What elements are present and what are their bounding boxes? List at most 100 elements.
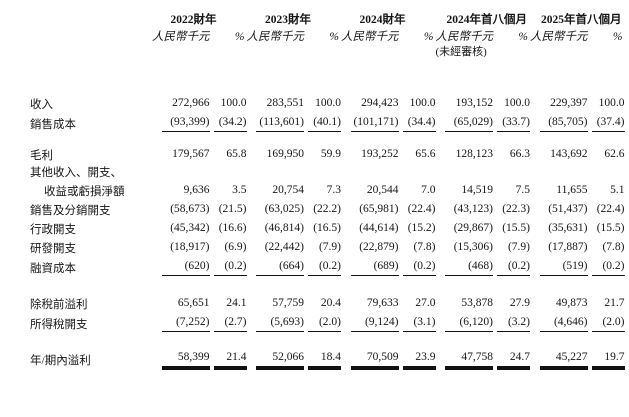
percent-text: 100.0 [598, 97, 625, 109]
percent-text: 24.1 [226, 297, 247, 309]
percent-cell: 100.0 [493, 95, 530, 114]
amount-text: 57,759 [272, 297, 304, 309]
amount-cell: (9,124) [341, 314, 399, 334]
percent-text: (7.8) [602, 241, 625, 253]
amount-text: (519) [539, 260, 588, 276]
amount-cell: 45,227 [530, 349, 588, 370]
row-label: 毛利 [30, 150, 53, 162]
header-empty-cell [30, 12, 152, 29]
amount-cell: 294,423 [341, 95, 399, 114]
row-label: 收益或虧損淨額 [44, 186, 125, 198]
percent-cell: 18.4 [304, 349, 341, 370]
amount-cell: (45,342) [152, 220, 209, 239]
amount-cell: 193,152 [436, 95, 493, 114]
amount-cell: (664) [247, 258, 304, 278]
amount-text: (44,614) [359, 222, 399, 234]
row-revenue: 收入 272,966 100.0 283,551 100.0 294,423 1… [30, 95, 625, 114]
percent-text: (0.2) [591, 260, 625, 276]
percent-cell: (0.2) [493, 258, 530, 278]
percent-text: (22.2) [313, 203, 341, 215]
percent-cell: (15.5) [588, 220, 625, 239]
amount-text: 193,152 [455, 97, 493, 109]
percent-cell: 7.5 [493, 182, 530, 201]
amount-text: (113,601) [256, 116, 304, 132]
amount-text: (85,705) [539, 116, 588, 132]
amount-cell: (689) [341, 258, 399, 278]
percent-cell: (0.2) [588, 258, 625, 278]
amount-cell: (22,442) [247, 239, 304, 258]
percent-text: (34.2) [213, 116, 247, 132]
amount-text: (93,399) [161, 116, 210, 132]
amount-cell: 58,399 [152, 349, 210, 370]
percent-cell: (22.3) [493, 201, 530, 220]
amount-cell: (43,123) [436, 201, 493, 220]
header-empty-cell [30, 46, 436, 61]
percent-cell: 62.6 [588, 146, 624, 165]
percent-cell: 66.3 [493, 146, 530, 165]
amount-text: 14,519 [461, 184, 493, 196]
amount-cell: (46,814) [247, 220, 304, 239]
amount-text: (63,025) [264, 203, 304, 215]
percent-cell: (15.2) [399, 220, 436, 239]
amount-cell: (519) [530, 258, 588, 278]
percent-cell: 24.7 [493, 349, 530, 370]
percent-text: 7.0 [421, 184, 436, 196]
percent-text: (16.5) [313, 222, 341, 234]
amount-cell: 53,878 [436, 295, 493, 314]
amount-text: 294,423 [361, 97, 399, 109]
amount-cell: 193,252 [341, 146, 398, 165]
percent-cell: 3.5 [210, 182, 246, 201]
amount-cell: 65,651 [152, 295, 210, 314]
amount-cell: (18,917) [152, 239, 210, 258]
amount-cell: (101,171) [341, 114, 399, 134]
amount-text: 283,551 [266, 97, 304, 109]
row-other-income-expenses-line2: 收益或虧損淨額 9,636 3.5 20,754 7.3 20,544 7.0 … [30, 182, 625, 201]
amount-text: 20,754 [272, 184, 304, 196]
amount-cell: (17,887) [530, 239, 587, 258]
percent-label: % [423, 31, 434, 43]
percent-cell: 100.0 [588, 95, 625, 114]
percent-cell: 65.8 [210, 146, 246, 165]
row-other-income-expenses-line1: 其他收入、開支、 [30, 165, 625, 182]
row-gross-profit: 毛利 179,567 65.8 169,950 59.9 193,252 65.… [30, 146, 625, 165]
percent-cell: (40.1) [304, 114, 341, 134]
amount-text: 11,655 [556, 184, 588, 196]
percent-text: (6.9) [224, 241, 247, 253]
header-unit-row: 人民幣千元 % 人民幣千元 % 人民幣千元 % 人民幣千元 % 人民幣千元 % [30, 29, 625, 46]
amount-text: 65,651 [177, 297, 210, 309]
percent-cell: (3.2) [493, 314, 530, 334]
percent-text: (7.9) [318, 241, 341, 253]
unit-label: 人民幣千元 [530, 31, 588, 43]
amount-cell: 169,950 [247, 146, 304, 165]
row-profit-before-tax: 除稅前溢利 65,651 24.1 57,759 20.4 79,633 27.… [30, 295, 625, 314]
amount-cell: (5,693) [247, 314, 304, 334]
amount-cell: (4,646) [530, 314, 588, 334]
row-label: 行政開支 [30, 224, 76, 236]
percent-text: (2.0) [308, 316, 341, 332]
amount-cell: (63,025) [247, 201, 304, 220]
amount-cell: 179,567 [152, 146, 209, 165]
amount-text: 49,873 [555, 297, 588, 309]
percent-text: (37.4) [591, 116, 625, 132]
percent-text: 65.6 [415, 148, 436, 160]
percent-text: (7.8) [413, 241, 436, 253]
header-note-row: (未經審核) [30, 46, 625, 61]
amount-text: (18,917) [170, 241, 210, 253]
amount-text: 128,123 [455, 148, 493, 160]
percent-label: % [518, 31, 528, 43]
percent-text: 20.4 [320, 297, 341, 309]
row-income-tax-expense: 所得稅開支 (7,252) (2.7) (5,693) (2.0) (9,124… [30, 314, 625, 334]
percent-text: 27.0 [415, 297, 436, 309]
amount-cell: 272,966 [152, 95, 209, 114]
percent-cell: (7.8) [399, 239, 436, 258]
percent-text: 18.4 [308, 351, 341, 370]
percent-text: (0.2) [213, 260, 247, 276]
row-label: 銷售成本 [30, 119, 76, 131]
row-label: 銷售及分銷開支 [30, 205, 111, 217]
header-year-2022: 2022財年 [170, 14, 217, 26]
percent-text: (3.2) [497, 316, 530, 332]
amount-text: (58,673) [170, 203, 210, 215]
percent-cell: (0.2) [399, 258, 436, 278]
percent-text: 7.3 [326, 184, 341, 196]
amount-cell: 283,551 [247, 95, 304, 114]
